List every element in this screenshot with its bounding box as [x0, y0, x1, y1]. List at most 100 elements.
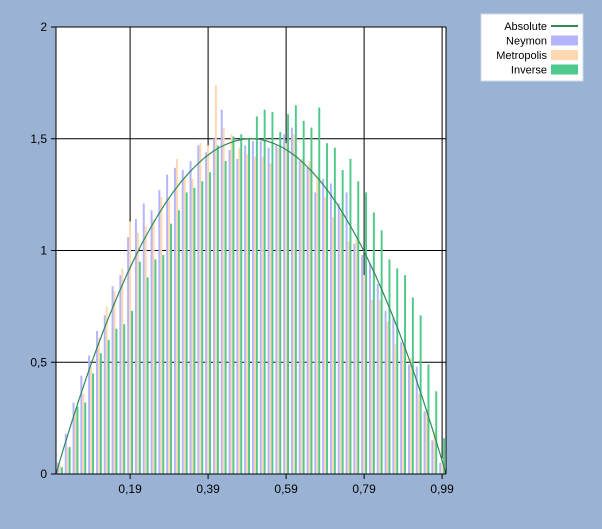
- bar-metropolis: [121, 268, 124, 474]
- bar-metropolis: [160, 196, 163, 475]
- bar-inverse: [84, 402, 87, 474]
- bar-inverse: [380, 230, 383, 474]
- bar-inverse: [302, 120, 305, 475]
- bar-metropolis: [316, 178, 319, 475]
- bar-metropolis: [269, 163, 272, 474]
- bar-metropolis: [144, 225, 147, 474]
- bar-inverse: [326, 143, 329, 474]
- x-tick-label: 0,39: [196, 482, 220, 496]
- bar-metropolis: [175, 158, 178, 474]
- legend: Absolute Neymon Metropolis Inverse: [480, 13, 584, 82]
- bar-inverse: [404, 275, 407, 474]
- bar-neymon: [431, 440, 434, 474]
- tick-labels: 0,19 0,39 0,59 0,79 0,99 0 0,5 1 1,5 2: [30, 20, 454, 496]
- bar-neymon: [353, 243, 356, 474]
- bar-metropolis: [113, 290, 116, 474]
- bar-neymon: [189, 161, 192, 474]
- bar-inverse: [357, 181, 360, 474]
- bar-inverse: [419, 315, 422, 474]
- bar-metropolis: [300, 158, 303, 474]
- legend-label-inverse: Inverse: [511, 65, 547, 77]
- bar-neymon: [384, 310, 387, 474]
- bar-series-group: [56, 85, 446, 475]
- bar-inverse: [131, 310, 134, 474]
- bar-metropolis: [230, 134, 233, 474]
- legend-label-metropolis: Metropolis: [496, 50, 547, 62]
- line-absolute: [55, 138, 447, 475]
- bar-neymon: [407, 364, 410, 474]
- y-tick-label: 1: [40, 244, 47, 258]
- bar-neymon: [259, 140, 262, 475]
- bar-inverse: [255, 116, 258, 475]
- legend-label-neymon: Neymon: [506, 36, 547, 48]
- bar-metropolis: [238, 147, 241, 474]
- bar-inverse: [60, 467, 63, 474]
- bar-metropolis: [363, 275, 366, 474]
- bar-inverse: [146, 277, 149, 474]
- bar-metropolis: [246, 154, 249, 474]
- legend-swatch-inverse: [551, 64, 578, 75]
- bar-neymon: [228, 149, 231, 474]
- bar-neymon: [64, 433, 67, 474]
- bar-neymon: [376, 284, 379, 474]
- bar-metropolis: [378, 299, 381, 474]
- bar-inverse: [349, 158, 352, 474]
- bar-metropolis: [261, 156, 264, 474]
- bar-neymon: [173, 167, 176, 475]
- bar-neymon: [95, 330, 98, 474]
- x-tick-label: 0,59: [274, 482, 298, 496]
- bar-metropolis: [425, 409, 428, 474]
- bar-metropolis: [394, 344, 397, 474]
- bar-inverse: [115, 328, 118, 474]
- bar-neymon: [220, 109, 223, 474]
- bar-metropolis: [199, 143, 202, 474]
- bar-neymon: [80, 375, 83, 474]
- bar-neymon: [72, 402, 75, 474]
- bar-neymon: [329, 183, 332, 474]
- bar-metropolis: [347, 241, 350, 474]
- y-tick-label: 2: [40, 20, 47, 34]
- bar-inverse: [107, 339, 110, 474]
- bar-metropolis: [277, 147, 280, 474]
- bar-inverse: [443, 438, 446, 474]
- bar-metropolis: [82, 393, 85, 474]
- y-tick-label: 0,5: [30, 355, 47, 369]
- bar-metropolis: [97, 337, 100, 474]
- bar-metropolis: [433, 431, 436, 474]
- bar-neymon: [439, 462, 442, 474]
- bar-inverse: [68, 447, 71, 474]
- legend-swatch-neymon: [551, 35, 578, 46]
- bar-inverse: [263, 109, 266, 474]
- bar-neymon: [314, 192, 317, 474]
- bar-neymon: [415, 366, 418, 474]
- bar-neymon: [127, 237, 130, 474]
- bar-inverse: [177, 210, 180, 474]
- bar-neymon: [142, 203, 145, 474]
- bar-inverse: [99, 353, 102, 474]
- legend-label-absolute: Absolute: [504, 21, 547, 33]
- line-series-group: [55, 138, 447, 475]
- bar-inverse: [248, 138, 251, 474]
- y-tick-label: 1,5: [30, 132, 47, 146]
- bar-neymon: [290, 127, 293, 474]
- bar-metropolis: [417, 393, 420, 474]
- bar-neymon: [158, 190, 161, 474]
- bar-inverse: [138, 261, 141, 474]
- bar-inverse: [279, 132, 282, 475]
- bar-metropolis: [339, 212, 342, 474]
- bar-metropolis: [331, 216, 334, 475]
- bar-metropolis: [58, 465, 61, 474]
- bar-inverse: [318, 107, 321, 475]
- legend-swatch-metropolis: [551, 50, 578, 60]
- bar-neymon: [88, 355, 91, 474]
- bar-neymon: [345, 192, 348, 474]
- bar-metropolis: [253, 156, 256, 474]
- bar-neymon: [244, 145, 247, 474]
- bar-neymon: [251, 140, 254, 475]
- bar-metropolis: [129, 221, 132, 474]
- bar-metropolis: [214, 85, 217, 475]
- bar-metropolis: [324, 196, 327, 475]
- bar-inverse: [193, 187, 196, 475]
- bar-metropolis: [152, 219, 155, 474]
